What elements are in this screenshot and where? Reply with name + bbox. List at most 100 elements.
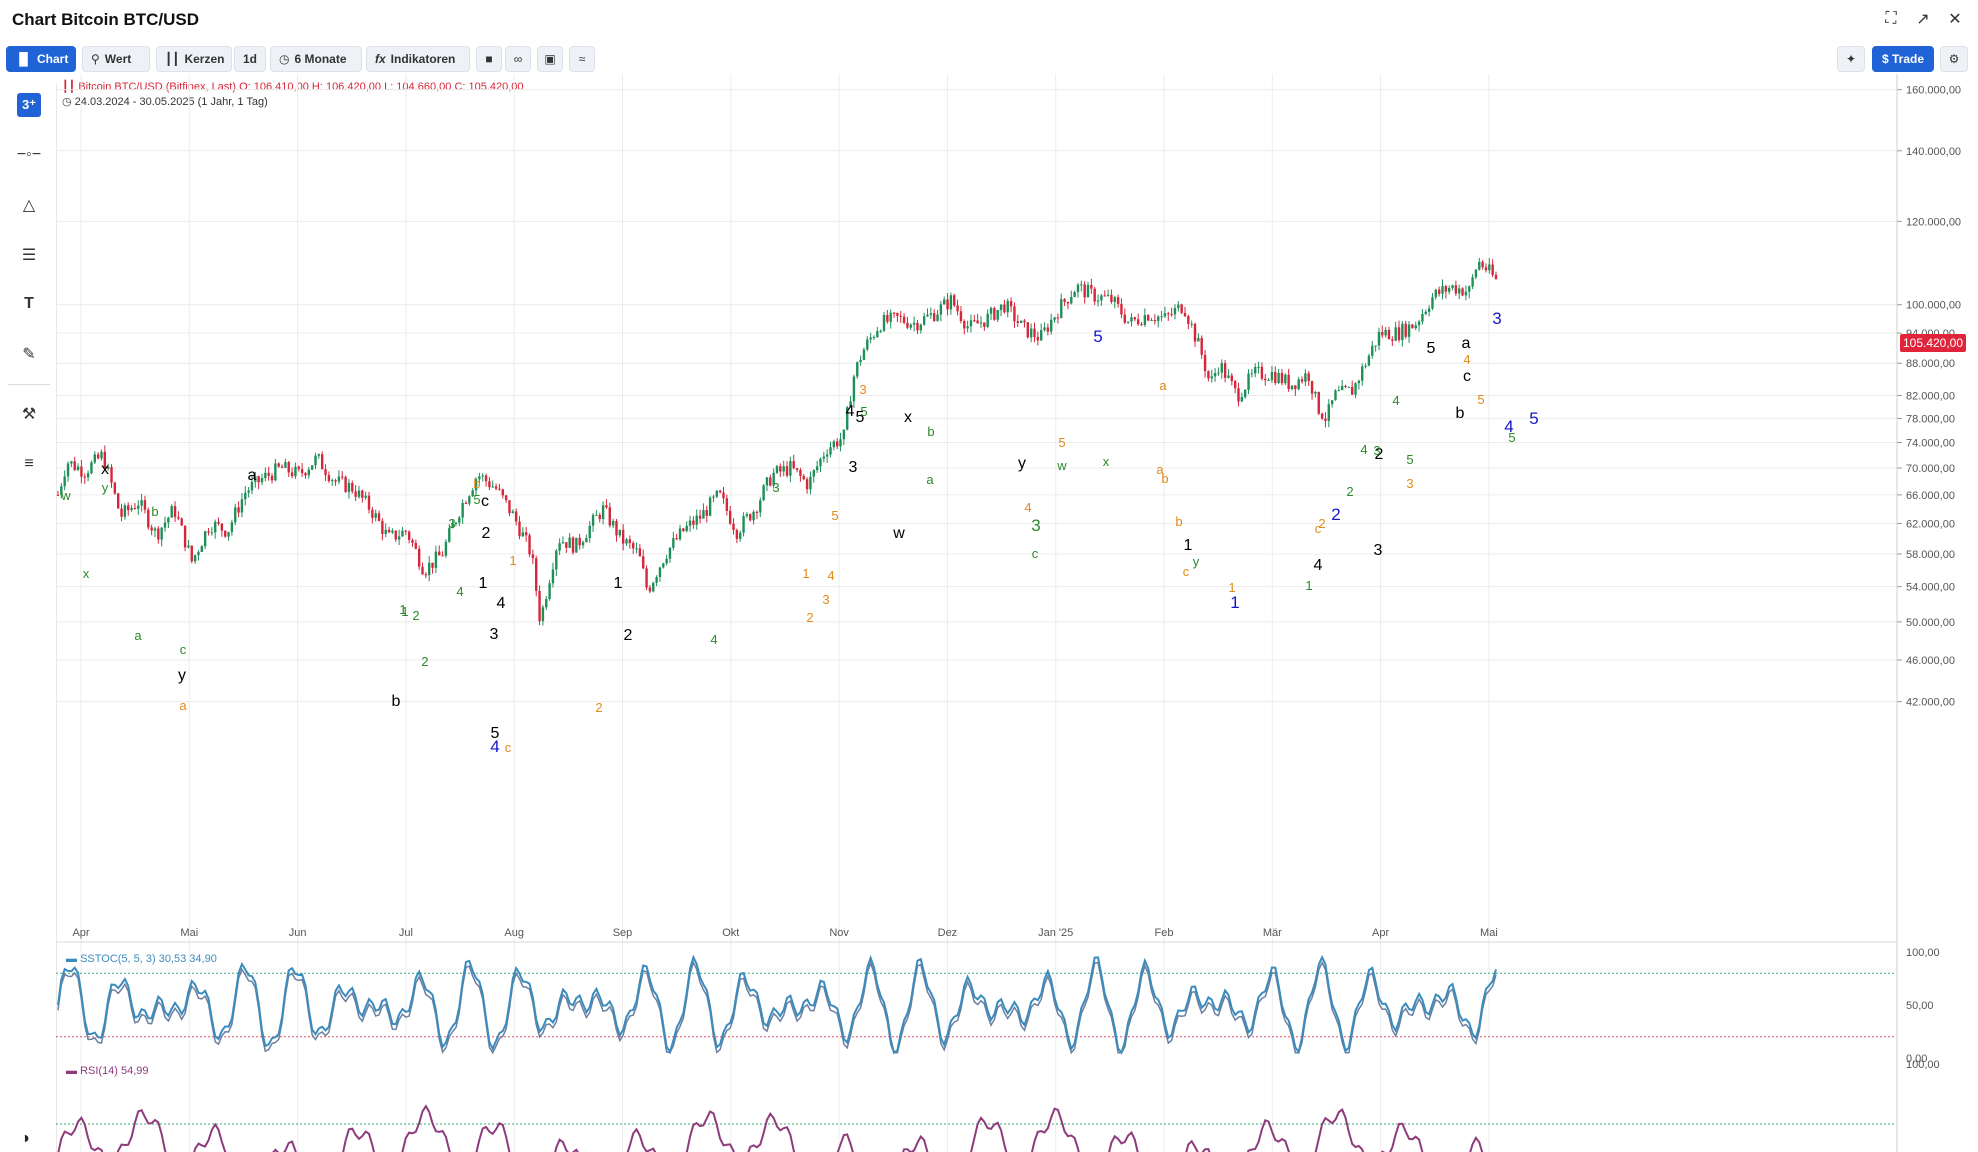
candle-body [976,320,979,324]
wave-label: c [1032,546,1039,561]
expand-icon[interactable]: ⛶ [1885,10,1897,27]
candle-body [658,567,662,578]
close-icon[interactable]: ✕ [1948,11,1962,28]
candle-body [177,517,180,519]
candle-body [558,543,561,551]
candle-body [578,537,581,546]
candle-body [76,466,80,470]
candle-body [224,530,227,537]
candle-body [906,322,909,328]
candle-body [441,555,444,557]
candle-body [852,376,856,402]
candle-body [1003,304,1006,313]
candle-body [1267,380,1270,382]
candle-body [1086,285,1090,298]
indikatoren-button[interactable]: fx Indikatoren [366,46,470,72]
candle-body [675,538,678,540]
chart-button[interactable]: ▐▌ Chart [6,46,76,72]
candle-body [234,507,237,523]
indicator-color-swatch: ▬ [66,1065,77,1077]
layers-icon[interactable]: 3⁺ [17,93,41,117]
candle-body [1374,345,1377,347]
wave-label: 5 [1529,409,1538,428]
candle-body [999,304,1003,311]
candle-body [718,490,722,493]
price-chart[interactable]: 160.000,00 140.000,00 120.000,00 100.000,00… [56,74,1978,1152]
candle-body [1330,400,1334,405]
candle-body [1458,288,1461,294]
x-tick-label: Apr [72,927,89,939]
candle-body [1394,327,1397,341]
line-tool-icon[interactable]: −◦− [16,146,42,163]
candle-body [83,476,86,478]
candle-body [1116,297,1120,304]
candle-body [1254,366,1257,374]
wave-label: 5 [831,508,838,523]
fib-icon[interactable]: ☰ [21,247,37,264]
link-button[interactable]: ∞ [505,46,531,72]
candle-body [662,563,665,568]
candle-body [1153,319,1157,321]
wert-button[interactable]: ⚲ Wert [82,46,150,72]
candle-body [1240,396,1244,402]
candle-body [712,496,715,498]
settings-button[interactable]: ⚙ [1940,46,1968,72]
wave-label: 2 [421,654,428,669]
x-tick-label: Mär [1263,927,1282,939]
candle-body [1364,365,1367,367]
candle-body [170,506,173,518]
candle-body [1407,324,1411,337]
candles-icon: ┃┃ [165,52,180,66]
candle-body [310,465,314,470]
candle-body [688,520,692,526]
candle-body [1431,297,1434,309]
range-button[interactable]: ◷ 6 Monate [270,46,362,72]
legend-period-range: 24.03.2024 - 30.05.2025 [74,96,195,108]
candlestick-series [56,257,1498,626]
wave-label: 5 [1093,327,1102,346]
interval-button[interactable]: 1d [234,46,266,72]
candle-body [414,542,418,549]
candle-body [555,550,558,570]
compare-button[interactable]: ≈ [569,46,595,72]
list-icon[interactable]: ≡ [24,455,34,472]
contrast-icon[interactable]: ◑ [20,1130,30,1147]
sstoc-legend-label: SSTOC(5, 5, 3) 30,53 34,90 [80,953,217,965]
template-button[interactable]: ▣ [537,46,563,72]
text-icon[interactable]: T [24,295,34,312]
popout-icon[interactable]: ↗ [1916,11,1930,28]
candle-body [632,543,635,549]
triangle-icon[interactable]: △ [22,197,36,214]
wave-label: y [178,667,186,684]
wave-label: 3 [859,382,866,397]
candle-body [849,401,852,408]
candle-body [1414,325,1417,329]
bookmark-button[interactable]: ■ [476,46,502,72]
candle-body [966,326,969,329]
candle-body [575,537,578,553]
candle-body [1260,366,1264,379]
candle-body [394,530,397,540]
trade-button[interactable]: $ Trade [1872,46,1934,72]
wave-label: a [179,698,187,713]
candle-body [792,461,795,469]
kerzen-button[interactable]: ┃┃ Kerzen [156,46,232,72]
candle-body [80,466,83,477]
candle-body [819,458,822,467]
magic-button[interactable]: ✦ [1837,46,1865,72]
wave-label: x [904,409,912,426]
wave-label: 1 [509,553,516,568]
candle-body [775,466,779,473]
candle-body [668,547,672,559]
indikatoren-label: Indikatoren [390,52,456,66]
candle-body [769,477,772,486]
candle-body [391,530,394,533]
x-tick-label: Jan '25 [1038,927,1073,939]
tools-icon[interactable]: ⚒ [21,406,37,423]
candle-body [936,314,939,321]
wave-label: 3 [490,626,499,643]
pen-icon[interactable]: ✎ [22,346,36,363]
candle-body [110,466,113,483]
candle-body [451,523,454,529]
